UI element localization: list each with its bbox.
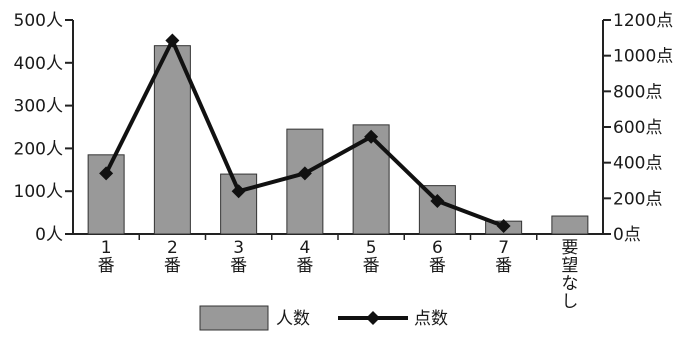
category-label-line: 1 [101,238,112,258]
right-axis-tick-label: 400点 [613,154,662,174]
bar [286,128,324,235]
category-label-line: 3 [233,238,244,258]
line-point-diamond [496,218,511,233]
category-label-line: 番 [296,256,313,276]
left-axis-tick-label: 500人 [14,11,63,31]
line-point-diamond [231,184,246,199]
right-axis-tick-label: 800点 [613,82,662,102]
category-label-line: 番 [495,256,512,276]
category-label-line: 番 [363,256,380,276]
bar [418,185,456,235]
bar [220,173,258,235]
right-axis-tick-label: 1000点 [613,47,673,67]
right-axis-tick-label: 200点 [613,189,662,209]
category-label-line: し [561,292,578,312]
category-label-line: 2 [167,238,178,258]
line-series [99,33,511,233]
category-label-line: 要 [561,238,578,258]
category-label-line: な [561,274,578,294]
line-point-diamond [364,129,379,144]
bar [153,45,191,235]
legend-swatch-marker [366,311,380,325]
right-axis-tick-label: 1200点 [613,11,673,31]
left-axis-tick-label: 0人 [35,225,63,245]
category-label-line: 番 [164,256,181,276]
legend-swatch-bar [199,305,269,331]
line-point-diamond [165,33,180,48]
left-axis-tick-label: 200人 [14,139,63,159]
x-axis-category-label: 要望なし [561,238,578,312]
axes: 0人 100人 200人 300人 400人 500人 0点 200点 400点 600点 800点… [14,11,674,312]
left-axis-tick-label: 100人 [14,182,63,202]
left-axis-tick-label: 400人 [14,54,63,74]
legend-label-line: 点数 [414,309,448,329]
line-point-diamond [430,194,445,209]
category-label-line: 4 [299,238,310,258]
category-label-line: 5 [366,238,377,258]
category-label-line: 番 [98,256,115,276]
legend: 人数 点数 [199,305,448,331]
line-point-diamond [99,166,114,181]
line-point-diamond [297,166,312,181]
category-label-line: 望 [561,256,578,276]
left-axis-tick-label: 300人 [14,97,63,117]
category-label-line: 7 [498,238,509,258]
category-label-line: 6 [432,238,443,258]
right-axis-tick-label: 600点 [613,118,662,138]
right-axis-tick-label: 0点 [613,225,641,245]
legend-label-bar: 人数 [276,309,310,329]
category-label-line: 番 [429,256,446,276]
category-label-line: 番 [230,256,247,276]
bar [551,215,589,235]
